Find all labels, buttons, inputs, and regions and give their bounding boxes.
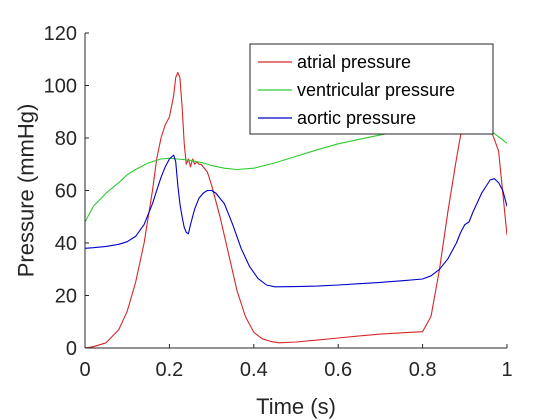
y-tick-label: 100 xyxy=(44,76,77,98)
x-axis-label: Time (s) xyxy=(256,394,336,419)
y-axis-label: Pressure (mmHg) xyxy=(14,104,39,278)
y-tick-label: 20 xyxy=(55,286,77,308)
series-line-1 xyxy=(85,71,507,348)
legend-entry: atrial pressure xyxy=(297,52,411,72)
legend-entry: aortic pressure xyxy=(297,108,416,128)
x-tick-label: 1 xyxy=(501,359,512,381)
y-tick-label: 60 xyxy=(55,181,77,203)
ticks-layer: 0 0.2 0.4 0.6 0.8 1 0 20 40 60 80 100 120 xyxy=(44,23,513,381)
y-tick-label: 120 xyxy=(44,23,77,45)
series-line-3 xyxy=(85,154,507,288)
y-tick-label: 0 xyxy=(66,338,77,360)
x-tick-label: 0.8 xyxy=(409,359,437,381)
x-tick-label: 0.4 xyxy=(240,359,268,381)
y-tick-label: 40 xyxy=(55,233,77,255)
x-tick-label: 0.6 xyxy=(324,359,352,381)
legend: atrial pressure ventricular pressure aorti… xyxy=(249,43,494,135)
y-tick-label: 80 xyxy=(55,128,77,150)
legend-box xyxy=(249,43,494,135)
legend-entry: ventricular pressure xyxy=(297,80,455,100)
x-tick-label: 0.2 xyxy=(155,359,183,381)
x-tick-label: 0 xyxy=(79,359,90,381)
